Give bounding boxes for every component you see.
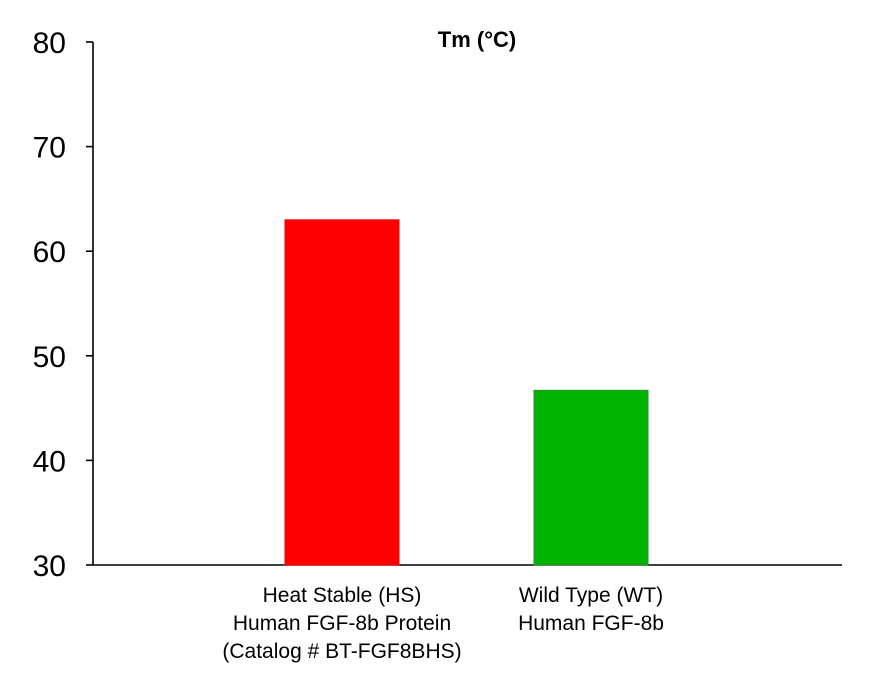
plot-area: 30 40 50 60 70 80 Heat Stable (HS) Human FGF-8b…: [33, 27, 842, 663]
x-category-label-line: Human FGF-8b: [518, 612, 664, 635]
x-category-label-line: Wild Type (WT): [519, 584, 663, 607]
bar: [533, 389, 649, 566]
bar: [284, 219, 400, 566]
y-tick-label: 50: [33, 341, 66, 374]
y-tick-label: 40: [33, 445, 66, 478]
y-tick-label: 70: [33, 132, 66, 165]
y-tick-label: 30: [33, 550, 66, 583]
x-category-label-line: Heat Stable (HS): [263, 584, 422, 607]
x-category-label: Wild Type (WT) Human FGF-8b: [518, 584, 664, 635]
chart-title: Tm (°C): [438, 27, 516, 52]
x-category-label: Heat Stable (HS) Human FGF-8b Protein (Cat…: [222, 584, 461, 663]
x-category-label-line: (Catalog # BT-FGF8BHS): [222, 640, 461, 663]
y-tick-label: 60: [33, 236, 66, 269]
x-category-label-line: Human FGF-8b Protein: [233, 612, 451, 635]
y-tick-label: 80: [33, 27, 66, 60]
